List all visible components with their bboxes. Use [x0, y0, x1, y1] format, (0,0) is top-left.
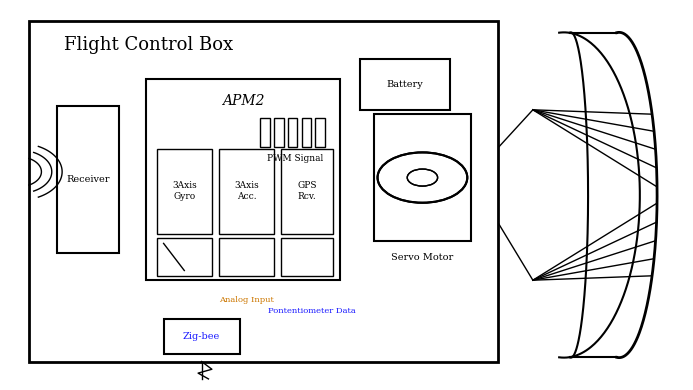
Text: APM2: APM2 — [222, 94, 264, 108]
Text: 3Axis
Gyro: 3Axis Gyro — [172, 181, 197, 201]
Text: Pontentiometer Data: Pontentiometer Data — [268, 307, 356, 315]
Bar — [281, 149, 333, 234]
Bar — [29, 21, 498, 362]
Bar — [374, 113, 471, 241]
Bar — [146, 79, 340, 280]
Bar — [288, 117, 297, 147]
Text: GPS
Rcv.: GPS Rcv. — [297, 181, 317, 201]
Bar — [261, 117, 270, 147]
Bar — [157, 238, 212, 277]
Bar — [219, 149, 274, 234]
Text: Receiver: Receiver — [66, 175, 109, 184]
Text: Servo Motor: Servo Motor — [392, 253, 453, 262]
Bar — [164, 319, 240, 354]
Circle shape — [378, 152, 467, 203]
Text: Battery: Battery — [387, 80, 423, 89]
Text: 3Axis
Acc.: 3Axis Acc. — [234, 181, 258, 201]
Bar — [219, 238, 274, 277]
Bar — [57, 106, 119, 253]
Bar — [360, 59, 450, 110]
Text: PWM Signal: PWM Signal — [267, 154, 323, 163]
Bar — [281, 238, 333, 277]
Bar — [157, 149, 212, 234]
Bar — [315, 117, 325, 147]
Text: Flight Control Box: Flight Control Box — [64, 36, 233, 54]
Text: Analog Input: Analog Input — [219, 296, 274, 304]
Bar — [301, 117, 311, 147]
Text: Zig-bee: Zig-bee — [183, 332, 220, 341]
Bar — [274, 117, 283, 147]
